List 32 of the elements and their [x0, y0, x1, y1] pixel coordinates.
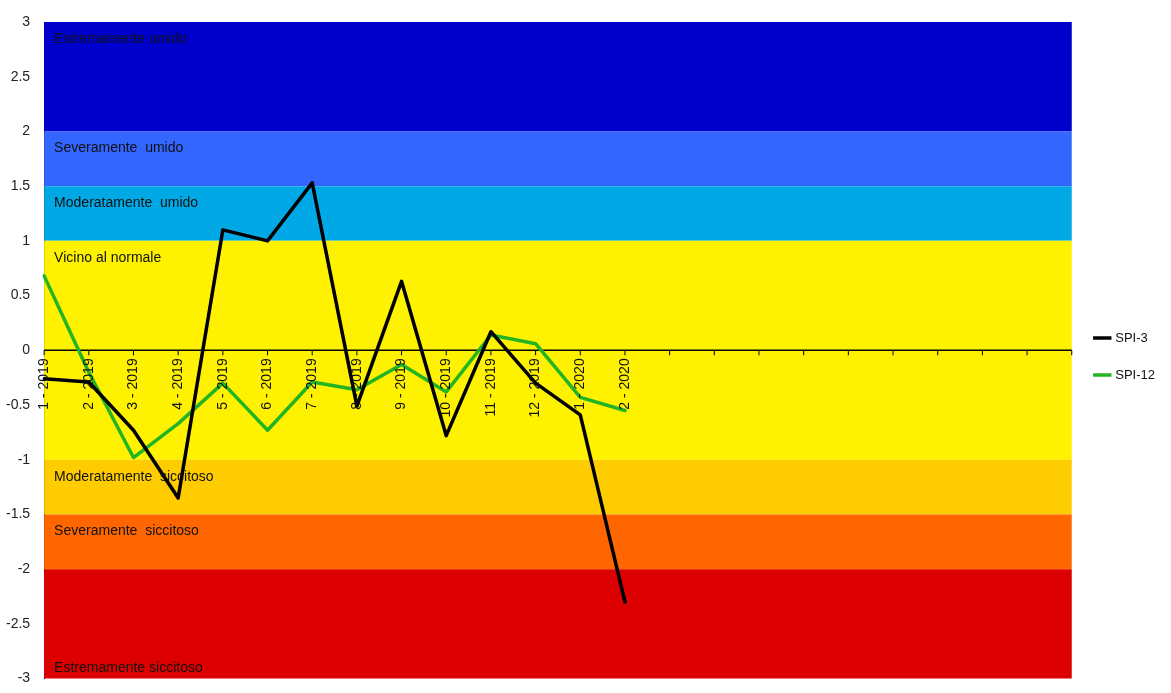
- band-label: Estremamente siccitoso: [54, 659, 203, 676]
- y-tick-label: 2.5: [10, 67, 31, 84]
- legend-label: SPI-3: [1115, 329, 1148, 345]
- x-tick-label: 4 - 2019: [169, 358, 186, 410]
- band-label: Severamente umido: [54, 139, 184, 156]
- y-tick-label: 0.5: [10, 286, 31, 303]
- y-tick-label: -1.5: [6, 505, 31, 522]
- band-label: Severamente siccitoso: [54, 522, 200, 539]
- y-tick-label: 3: [22, 12, 31, 29]
- y-tick-label: -1: [17, 450, 31, 467]
- y-tick-label: 1.5: [10, 177, 31, 194]
- x-tick-label: 1 - 2020: [571, 358, 588, 410]
- x-tick-label: 1 - 2019: [34, 358, 51, 410]
- y-tick-label: 1: [22, 231, 31, 248]
- band-label: Estremamente umido: [54, 29, 188, 46]
- x-tick-label: 7 - 2019: [303, 358, 320, 410]
- x-tick-label: 3 - 2019: [124, 358, 141, 410]
- y-tick-label: -2.5: [6, 614, 31, 631]
- x-tick-label: 2 - 2020: [615, 358, 632, 410]
- legend-label: SPI-12: [1115, 366, 1156, 382]
- y-tick-label: -2: [17, 560, 31, 577]
- band-label: Moderatamente umido: [54, 194, 199, 211]
- x-tick-label: 5 - 2019: [213, 358, 230, 410]
- x-tick-label: 6 - 2019: [258, 358, 275, 410]
- x-tick-label: 9 - 2019: [392, 358, 409, 410]
- x-tick-label: 10 - 2019: [437, 358, 454, 418]
- x-tick-label: 11 - 2019: [481, 358, 498, 417]
- y-tick-label: -0.5: [6, 395, 31, 412]
- y-tick-label: 0: [22, 341, 31, 358]
- band-label: Vicino al normale: [54, 248, 162, 265]
- y-tick-label: 2: [22, 122, 31, 139]
- y-tick-label: -3: [17, 669, 31, 686]
